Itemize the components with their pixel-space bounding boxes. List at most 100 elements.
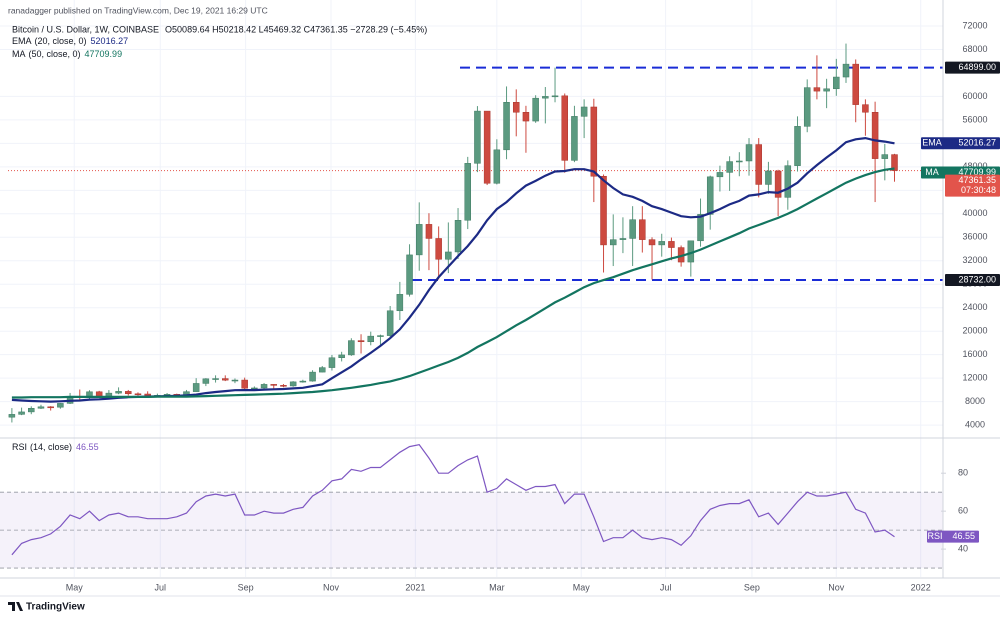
candle-body — [765, 170, 772, 185]
candle-body — [37, 406, 45, 409]
candle-body — [871, 112, 879, 159]
candle-body — [115, 391, 122, 394]
candle-body — [47, 406, 54, 409]
legend-name: RSI — [12, 442, 27, 452]
candle-body — [755, 144, 762, 185]
candle-body — [280, 385, 287, 387]
y-tick-label: 68000 — [962, 44, 987, 54]
legend-entry: EMA (20, close, 0) 52016.27 — [12, 36, 128, 46]
symbol: Bitcoin / U.S. Dollar, 1W, COINBASE — [12, 24, 159, 34]
candle-body — [542, 96, 549, 99]
candle-body — [367, 335, 374, 343]
candle-body — [222, 378, 229, 381]
candle-body — [338, 354, 345, 358]
level-label: 28732.00 — [958, 274, 996, 284]
y-tick-label: 80 — [958, 468, 968, 478]
candle-body — [716, 172, 724, 178]
candle-body — [435, 238, 442, 260]
level-label-box — [945, 61, 1000, 74]
candle-body — [658, 241, 665, 246]
candle-body — [648, 239, 656, 246]
candle-body — [833, 76, 840, 90]
x-tick-label: May — [66, 582, 84, 592]
candle-body — [561, 95, 568, 161]
y-tick-label: 12000 — [962, 373, 987, 383]
candle-body — [8, 414, 16, 418]
y-tick-label: 60000 — [962, 91, 987, 101]
candle-body — [852, 63, 859, 105]
price-label-box — [945, 174, 1000, 197]
price-label-name: EMA — [922, 138, 942, 148]
candle-body — [134, 393, 142, 396]
candle-body — [406, 254, 413, 295]
legend-name: EMA — [12, 36, 32, 46]
brand: TradingView — [26, 602, 85, 613]
candle-body — [784, 165, 792, 198]
candle-body — [270, 384, 278, 386]
axes: 4000800012000160002000024000280003200036… — [66, 20, 1000, 592]
candle-body — [144, 393, 151, 396]
candle-body — [251, 387, 258, 390]
candle-body — [512, 102, 520, 113]
candle-body — [231, 379, 239, 382]
indicator-line — [11, 167, 895, 399]
y-tick-label: 4000 — [965, 419, 985, 429]
y-tick-label: 32000 — [962, 255, 987, 265]
y-tick-label: 60 — [958, 506, 968, 516]
candle-body — [551, 95, 559, 98]
candle-body — [881, 154, 889, 159]
price-label: 47709.99 — [958, 167, 996, 177]
rsi-label-name: RSI — [927, 531, 942, 541]
x-tick-label: May — [573, 582, 591, 592]
candle-body — [590, 106, 598, 177]
candle-body — [823, 88, 830, 92]
logo-icon — [8, 602, 23, 611]
y-tick-label: 56000 — [962, 114, 987, 124]
x-tick-label: Jul — [660, 582, 672, 592]
countdown: 07:30:48 — [961, 185, 996, 195]
y-tick-label: 36000 — [962, 232, 987, 242]
legend-entry: RSI (14, close) 46.55 — [12, 442, 99, 452]
candle-body — [464, 163, 471, 221]
candle-body — [697, 214, 704, 242]
y-tick-label: 40 — [958, 543, 968, 553]
candle-body — [396, 294, 404, 312]
candle-body — [299, 380, 307, 383]
candle-body — [125, 391, 132, 395]
y-tick-label: 20000 — [962, 326, 987, 336]
x-tick-label: Nov — [828, 582, 845, 592]
candle-body — [415, 224, 423, 256]
candle-body — [803, 87, 811, 127]
byline: ranadagger published on TradingView.com,… — [8, 5, 268, 15]
legend-params: (50, close, 0) — [29, 49, 81, 59]
candle-body — [668, 241, 675, 248]
candle-body — [386, 310, 394, 336]
candle-body — [445, 251, 452, 260]
candle-body — [745, 144, 753, 162]
candle-body — [260, 384, 268, 389]
candle-body — [454, 220, 462, 253]
candle-body — [862, 104, 869, 113]
legend-params: (20, close, 0) — [35, 36, 87, 46]
candle-body — [328, 357, 336, 368]
candle-body — [629, 219, 636, 239]
candle-body — [522, 112, 530, 122]
candle-body — [18, 411, 25, 415]
candle-body — [639, 219, 646, 240]
candle-body — [736, 160, 743, 163]
y-tick-label: 48000 — [962, 161, 987, 171]
candle-body — [425, 224, 433, 239]
candle-body — [813, 87, 821, 92]
candle-body — [57, 403, 64, 408]
y-tick-label: 40000 — [962, 208, 987, 218]
candle-body — [571, 116, 578, 161]
candle-body — [794, 126, 801, 166]
candle-body — [619, 238, 627, 240]
price-label-name: MA — [925, 167, 939, 177]
y-tick-label: 8000 — [965, 396, 985, 406]
x-tick-label: Sep — [238, 582, 254, 592]
price-label-box — [921, 137, 1000, 150]
level-label: 64899.00 — [958, 62, 996, 72]
ohlc-text: O50089.64 H50218.42 L45469.32 C47361.35 … — [165, 24, 427, 34]
